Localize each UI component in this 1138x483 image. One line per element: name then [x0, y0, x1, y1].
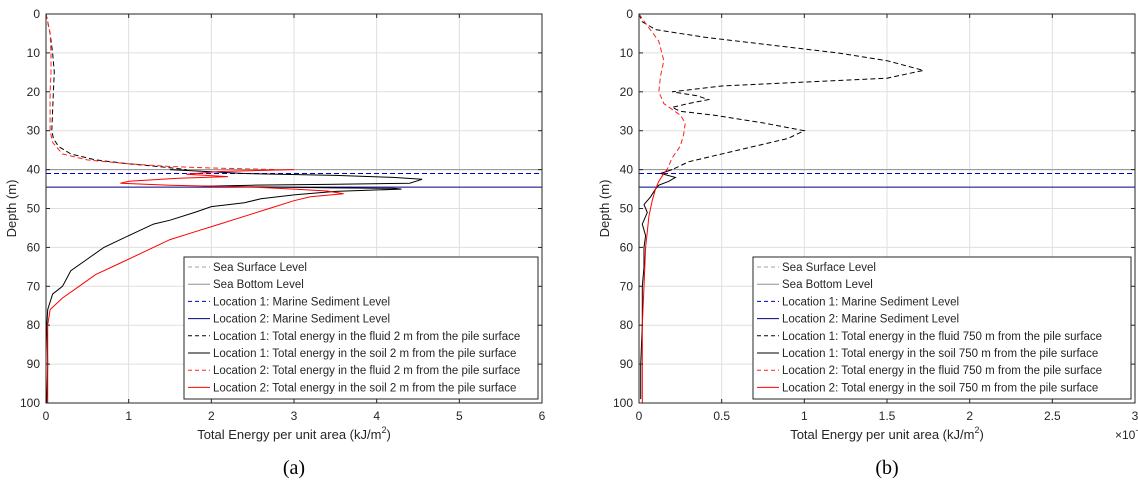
- legend-label-6: Location 1: Total energy in the soil 750…: [782, 348, 1098, 360]
- series-line-6: [640, 169, 677, 400]
- y-axis-label: Depth (m): [4, 180, 19, 238]
- series-line-5: [639, 13, 924, 171]
- x-tick-label: 5: [456, 409, 463, 423]
- series-line-8: [47, 169, 344, 403]
- legend-label-8: Location 2: Total energy in the soil 2 m…: [213, 382, 516, 394]
- y-tick-label: 20: [620, 85, 634, 99]
- x-tick-label: 6: [539, 409, 546, 423]
- y-tick-label: 0: [33, 7, 40, 21]
- x-tick-label: 0: [43, 409, 50, 423]
- y-tick-label: 40: [27, 163, 41, 177]
- y-tick-label: 30: [27, 124, 41, 138]
- y-tick-label: 70: [620, 279, 634, 293]
- x-tick-label: 0: [636, 409, 643, 423]
- y-tick-label: 20: [27, 85, 41, 99]
- legend-label-5: Location 1: Total energy in the fluid 75…: [782, 331, 1102, 343]
- legend-label-7: Location 2: Total energy in the fluid 75…: [782, 365, 1102, 377]
- y-tick-label: 60: [27, 240, 41, 254]
- legend-label-7: Location 2: Total energy in the fluid 2 …: [213, 365, 520, 377]
- y-tick-label: 100: [20, 396, 40, 410]
- y-tick-label: 10: [27, 46, 41, 60]
- y-tick-label: 10: [620, 46, 634, 60]
- x-tick-label: 2.5: [1044, 409, 1061, 423]
- y-tick-label: 100: [613, 396, 633, 410]
- legend: Sea Surface Level Sea Bottom Level Locatio…: [183, 256, 539, 400]
- x-tick-label: 2: [966, 409, 973, 423]
- x-tick-label: 1: [801, 409, 808, 423]
- y-tick-label: 70: [27, 279, 41, 293]
- x-tick-label: 3: [1132, 409, 1138, 423]
- legend-label-2: Sea Bottom Level: [213, 279, 304, 291]
- panel-caption: (a): [283, 457, 305, 479]
- legend: Sea Surface Level Sea Bottom Level Locatio…: [752, 256, 1132, 400]
- legend-label-3: Location 1: Marine Sediment Level: [213, 296, 390, 308]
- y-tick-label: 30: [620, 124, 634, 138]
- panel-caption: (b): [875, 457, 898, 479]
- y-tick-label: 40: [620, 163, 634, 177]
- legend-label-1: Sea Surface Level: [782, 262, 876, 274]
- x-tick-label: 2: [208, 409, 215, 423]
- y-tick-label: 50: [27, 202, 41, 216]
- x-exponent-label: ×10-4: [1115, 425, 1138, 442]
- legend-box: [752, 256, 1132, 400]
- series-line-7: [46, 13, 278, 171]
- y-tick-label: 60: [620, 240, 634, 254]
- legend-box: [183, 256, 539, 400]
- x-tick-label: 4: [373, 409, 380, 423]
- y-tick-label: 90: [620, 357, 634, 371]
- legend-label-4: Location 2: Marine Sediment Level: [213, 314, 390, 326]
- legend-label-2: Sea Bottom Level: [782, 279, 873, 291]
- y-tick-label: 80: [620, 318, 634, 332]
- legend-label-3: Location 1: Marine Sediment Level: [782, 296, 959, 308]
- x-tick-label: 1.5: [879, 409, 896, 423]
- y-tick-label: 50: [620, 202, 634, 216]
- x-tick-label: 3: [291, 409, 298, 423]
- legend-label-1: Sea Surface Level: [213, 262, 307, 274]
- y-axis-label: Depth (m): [597, 180, 612, 238]
- series-line-6: [46, 169, 423, 404]
- legend-label-5: Location 1: Total energy in the fluid 2 …: [213, 331, 520, 343]
- legend-label-4: Location 2: Marine Sediment Level: [782, 314, 959, 326]
- legend-label-6: Location 1: Total energy in the soil 2 m…: [213, 348, 516, 360]
- y-tick-label: 0: [626, 7, 633, 21]
- x-axis-label: Total Energy per unit area (kJ/m2): [197, 425, 391, 442]
- series-line-8: [641, 169, 668, 403]
- x-axis-label: Total Energy per unit area (kJ/m2): [790, 425, 984, 442]
- series-line-7: [639, 13, 686, 170]
- y-tick-label: 90: [27, 357, 41, 371]
- x-tick-label: 0.5: [713, 409, 730, 423]
- legend-label-8: Location 2: Total energy in the soil 750…: [782, 382, 1098, 394]
- y-tick-label: 80: [27, 318, 41, 332]
- x-tick-label: 1: [125, 409, 132, 423]
- chart-panel-2: 00.511.522.530102030405060708090100×10-4…: [597, 7, 1138, 479]
